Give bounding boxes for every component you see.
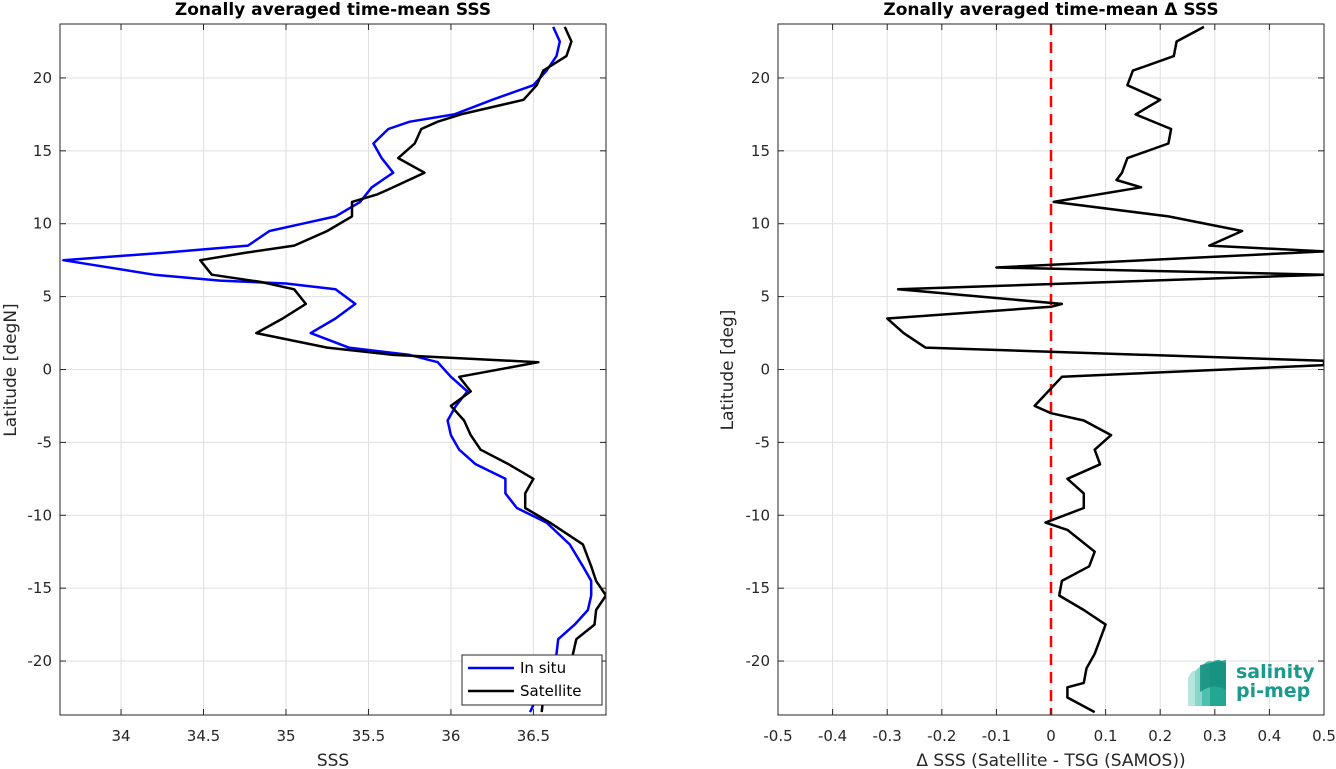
y-tick-label: 15 [751, 142, 770, 160]
chart-title: Zonally averaged time-mean Δ SSS [883, 0, 1218, 20]
x-tick-label: 0 [1046, 727, 1056, 745]
x-tick-label: 0.2 [1148, 727, 1172, 745]
y-tick-label: 0 [760, 361, 770, 379]
y-tick-label: -15 [28, 579, 53, 597]
y-tick-label: 0 [42, 361, 52, 379]
series-lines [62, 26, 606, 713]
series-lines [885, 25, 1324, 714]
y-tick-label: 5 [42, 288, 52, 306]
x-tick-label: 34.5 [187, 727, 220, 745]
salinity-pi-mep-logo: salinity pi-mep [1188, 660, 1315, 706]
sss-chart: 34 34.5 35 35.5 36 36.5 -20 -15 -10 -5 0 5 10 15 20 Zo… [1, 0, 607, 769]
y-axis-label: Latitude [deg] [718, 310, 738, 431]
x-tick-label: 0.5 [1312, 727, 1336, 745]
y-tick-label: 10 [33, 215, 52, 233]
x-tick-label: -0.1 [982, 727, 1011, 745]
y-axis-label: Latitude [degN] [1, 303, 21, 436]
tick-labels: -0.5 -0.4 -0.3 -0.2 -0.1 0 0.1 0.2 0.3 0.4 0.5 -20 -… [746, 24, 1336, 745]
logo-text-line2: pi-mep [1236, 680, 1310, 702]
x-axis-label: Δ SSS (Satellite - TSG (SAMOS)) [916, 751, 1185, 769]
y-tick-label: 15 [33, 142, 52, 160]
y-tick-label: -5 [37, 433, 52, 451]
legend-entry-satellite: Satellite [520, 682, 581, 700]
y-tick-label: -15 [746, 579, 771, 597]
series-line-in-situ [62, 26, 593, 713]
y-tick-label: -20 [28, 652, 53, 670]
x-tick-label: 35.5 [352, 727, 385, 745]
logo-text-line1: salinity [1236, 661, 1315, 683]
series-line-satellite [198, 26, 606, 713]
chart-title: Zonally averaged time-mean SSS [175, 0, 491, 20]
x-tick-label: 0.1 [1094, 727, 1118, 745]
x-axis-label: SSS [317, 751, 349, 769]
x-tick-label: -0.2 [927, 727, 956, 745]
tick-labels: 34 34.5 35 35.5 36 36.5 -20 -15 -10 -5 0 5 10 15 20 [28, 24, 606, 745]
x-tick-label: 0.3 [1203, 727, 1227, 745]
wave-stack-icon [1188, 660, 1226, 706]
series-line [885, 25, 1324, 714]
y-tick-label: -5 [755, 433, 770, 451]
y-tick-label: 20 [33, 69, 52, 87]
x-tick-label: 35 [276, 727, 295, 745]
x-tick-label: 36 [441, 727, 460, 745]
legend-entry-in-situ: In situ [520, 659, 566, 677]
x-tick-label: 0.4 [1257, 727, 1281, 745]
x-tick-label: 34 [111, 727, 130, 745]
grid-lines [60, 24, 606, 715]
x-tick-label: -0.4 [818, 727, 847, 745]
x-tick-label: -0.5 [763, 727, 792, 745]
x-tick-label: 36.5 [517, 727, 550, 745]
legend-box [461, 654, 603, 706]
y-tick-label: 20 [751, 69, 770, 87]
y-tick-label: -10 [746, 506, 771, 524]
y-tick-label: 5 [760, 288, 770, 306]
delta-sss-chart: -0.5 -0.4 -0.3 -0.2 -0.1 0 0.1 0.2 0.3 0.4 0.5 -20 -… [718, 0, 1336, 769]
legend: In situ Satellite [461, 654, 603, 706]
y-tick-label: -20 [746, 652, 771, 670]
x-tick-label: -0.3 [873, 727, 902, 745]
y-tick-label: -10 [28, 506, 53, 524]
y-tick-label: 10 [751, 215, 770, 233]
